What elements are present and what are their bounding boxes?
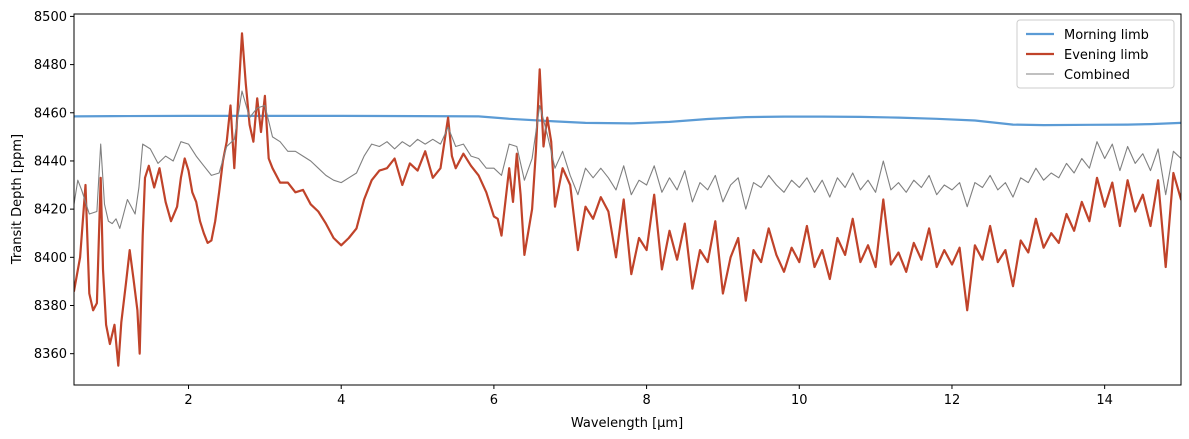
series-layer xyxy=(74,32,1181,367)
x-tick-label: 4 xyxy=(337,393,345,408)
x-tick-label: 2 xyxy=(184,393,192,408)
y-tick-label: 8460 xyxy=(34,106,67,121)
x-tick-label: 12 xyxy=(944,393,961,408)
series-line-evening-limb xyxy=(74,32,1181,367)
series-line-morning-limb xyxy=(74,114,1181,127)
y-tick-label: 8480 xyxy=(34,58,67,73)
y-axis: 8360 8380 8400 8420 8440 8460 8480 8500 xyxy=(34,10,74,362)
x-tick-label: 14 xyxy=(1096,393,1113,408)
y-axis-label: Transit Depth [ppm] xyxy=(10,134,25,265)
legend-box xyxy=(1016,19,1175,89)
x-tick-label: 10 xyxy=(791,393,808,408)
legend-label-combined: Combined xyxy=(1064,68,1130,83)
x-axis-label: Wavelength [µm] xyxy=(571,416,683,431)
y-tick-label: 8420 xyxy=(34,203,67,218)
y-tick-label: 8360 xyxy=(34,347,67,362)
y-tick-label: 8380 xyxy=(34,299,67,314)
plot-frame xyxy=(73,13,1182,386)
x-tick-label: 8 xyxy=(642,393,650,408)
y-tick-label: 8500 xyxy=(34,10,67,25)
legend-label-morning-limb: Morning limb xyxy=(1064,28,1149,43)
series-line-combined xyxy=(74,90,1181,229)
y-tick-label: 8400 xyxy=(34,251,67,266)
y-tick-label: 8440 xyxy=(34,154,67,169)
x-tick-label: 6 xyxy=(490,393,498,408)
legend: Morning limb Evening limb Combined xyxy=(1016,19,1175,89)
x-axis: 2 4 6 8 10 12 14 xyxy=(184,385,1113,408)
legend-label-evening-limb: Evening limb xyxy=(1064,48,1149,63)
